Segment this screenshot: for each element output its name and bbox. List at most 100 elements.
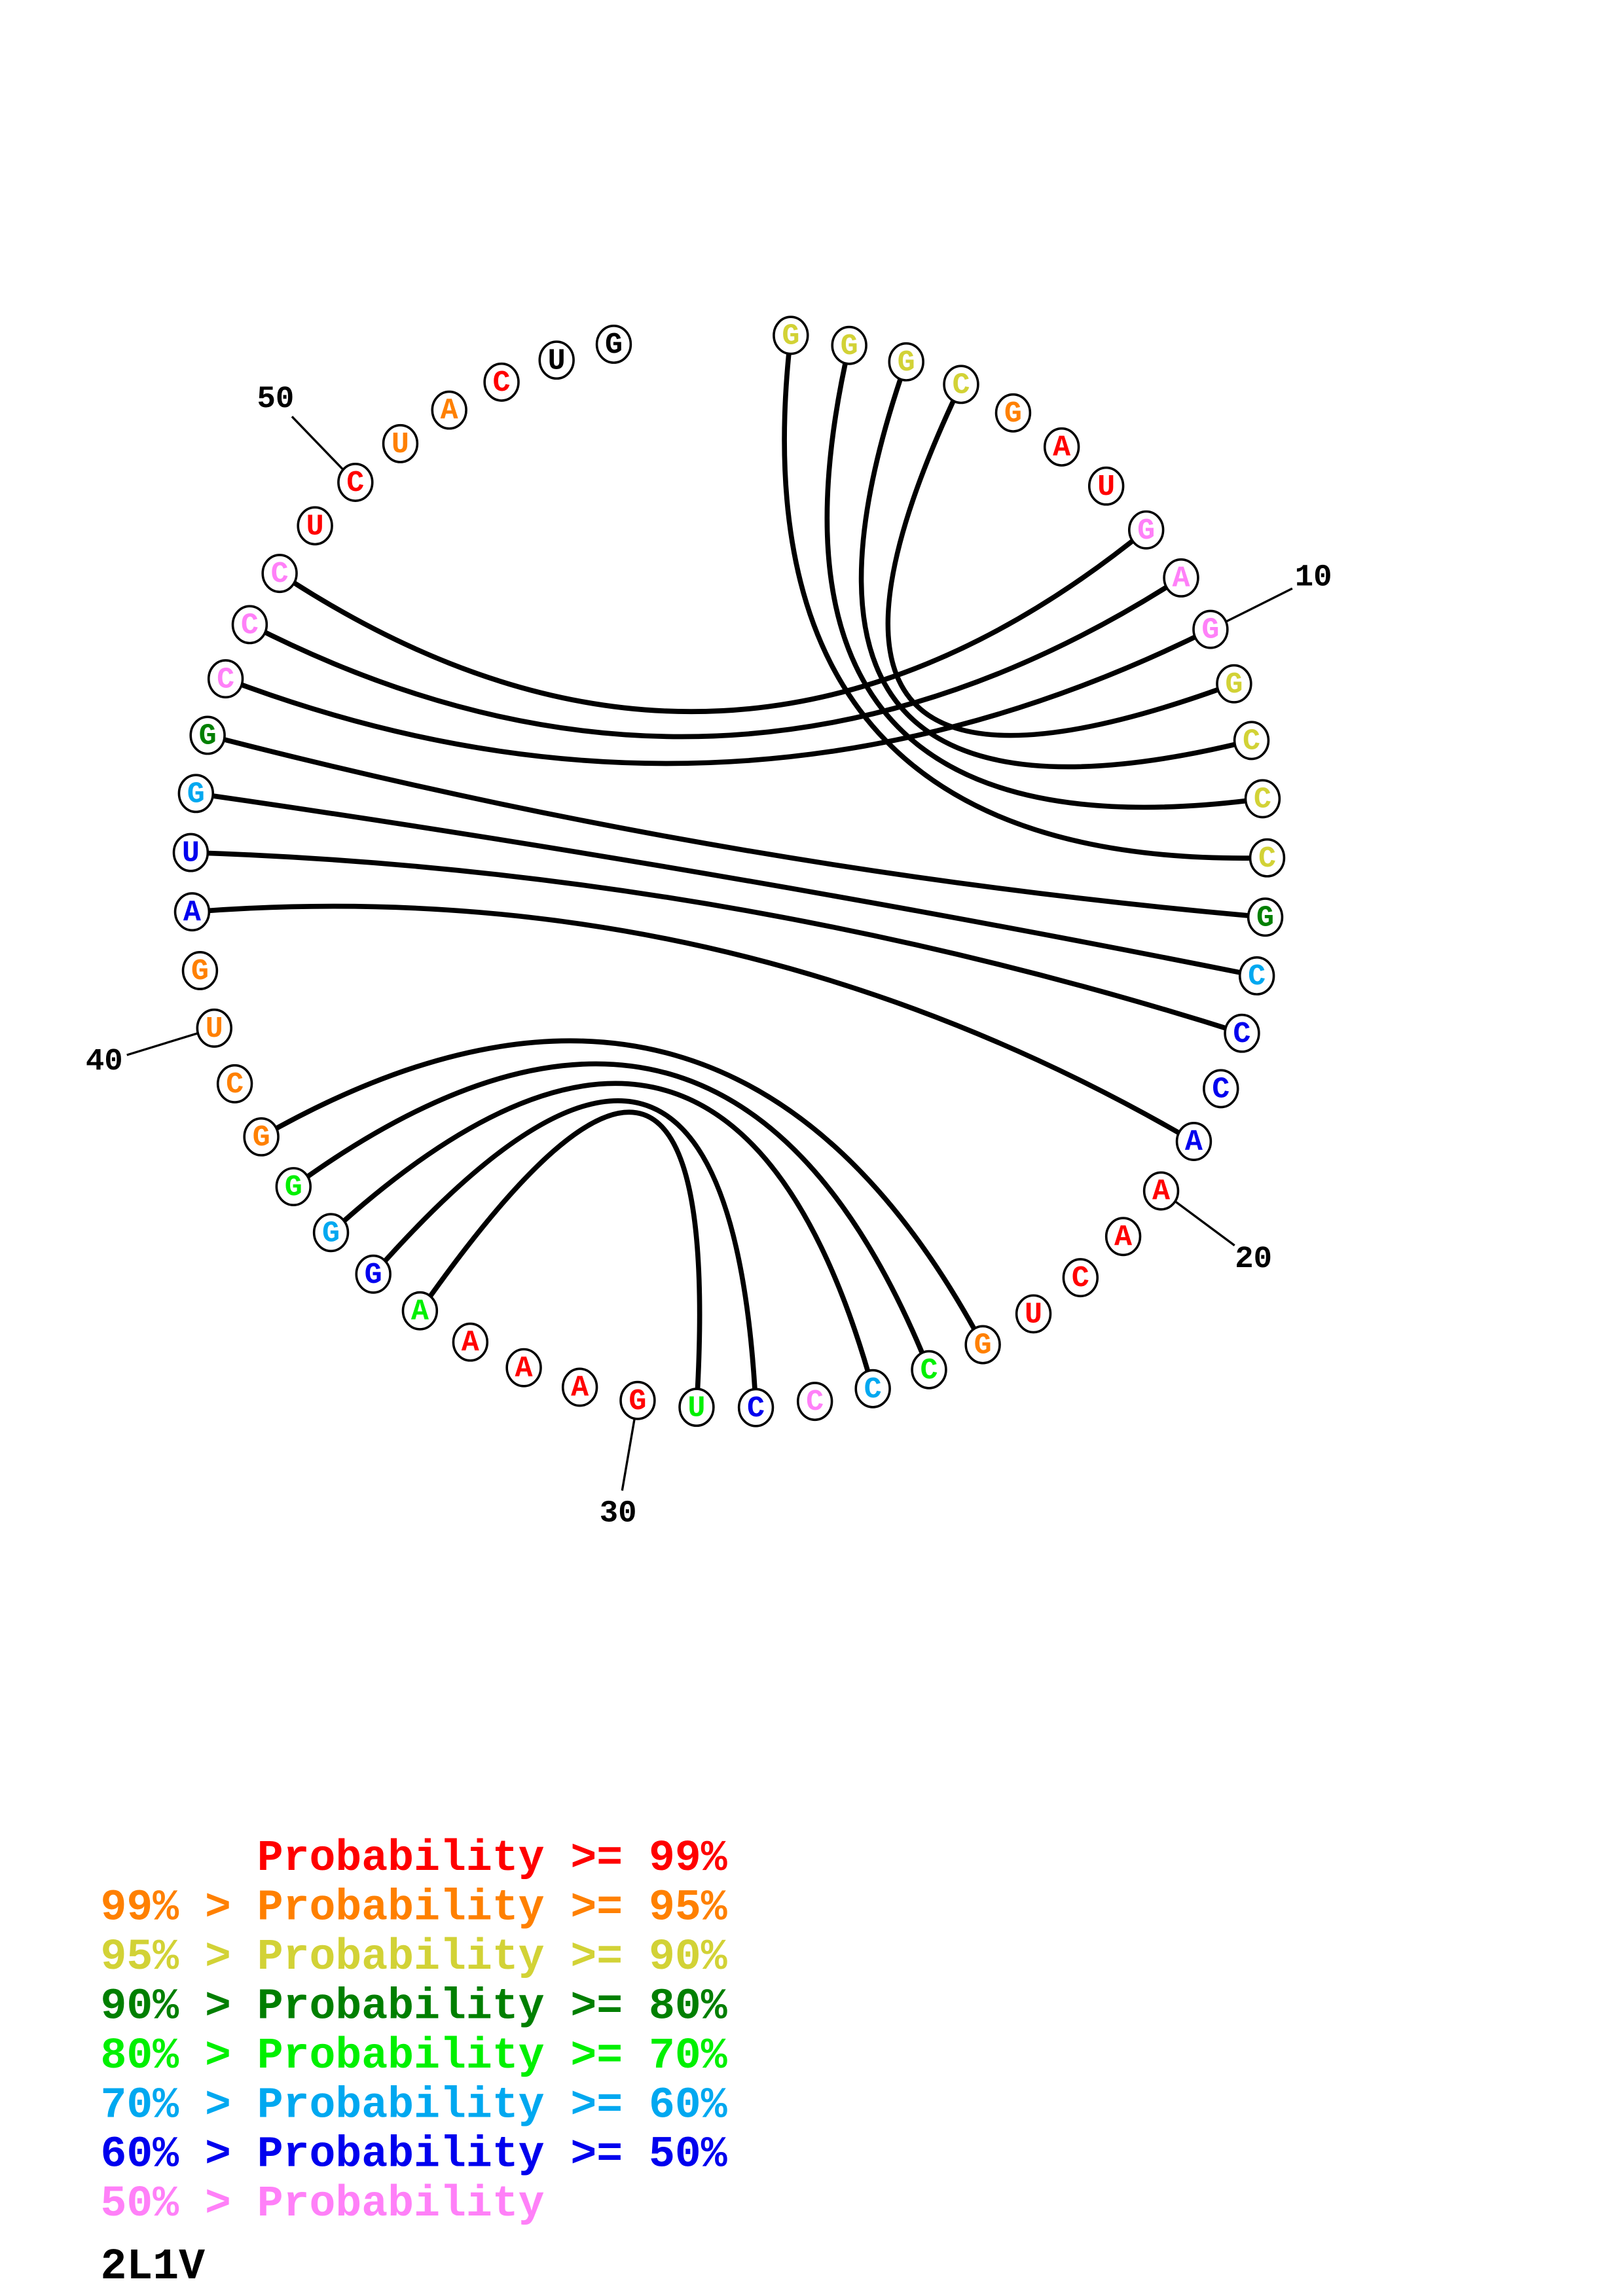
nucleotide: U	[678, 1388, 715, 1427]
nucleotide-letter: C	[1254, 783, 1271, 817]
base-pair-arc	[418, 1109, 702, 1408]
nucleotide-circle	[261, 554, 298, 594]
nucleotide-letter: G	[974, 1329, 992, 1363]
nucleotide-circle	[401, 1291, 439, 1331]
nucleotide-circle	[595, 324, 632, 364]
legend-line: 80% > Probability >= 70%	[101, 2032, 727, 2081]
legend-line: 70% > Probability >= 60%	[101, 2081, 727, 2130]
nucleotide: C	[911, 1350, 947, 1390]
nucleotide: C	[1233, 721, 1270, 761]
nucleotide-circle	[1104, 1217, 1142, 1257]
nucleotide-circle	[216, 1064, 253, 1103]
nucleotide-letter: U	[548, 344, 566, 378]
nucleotide-letter: C	[952, 368, 970, 402]
tick-line	[1226, 587, 1293, 623]
nucleotide-circle	[337, 463, 374, 502]
nucleotide-circle	[1216, 664, 1252, 704]
nucleotide-circle	[231, 605, 268, 645]
nucleotide-circle	[452, 1322, 489, 1362]
nucleotide-letter: G	[285, 1170, 302, 1204]
nucleotide-circle	[911, 1350, 947, 1390]
nucleotide-letter: C	[747, 1391, 765, 1426]
nucleotide-circle	[796, 1382, 833, 1422]
nucleotide-letter: G	[1201, 613, 1219, 647]
position-label: 40	[86, 1045, 123, 1079]
nucleotide-letter: U	[1025, 1298, 1042, 1332]
nucleotide: C	[796, 1382, 833, 1422]
nucleotide-circle	[1244, 779, 1281, 819]
nucleotide-circle	[173, 892, 211, 932]
nucleotide-letter: C	[864, 1372, 882, 1407]
nucleotide-circle	[1233, 721, 1270, 761]
nucleotide-circle	[1192, 609, 1229, 649]
nucleotide: G	[994, 393, 1032, 433]
nucleotide: G	[275, 1167, 312, 1207]
nucleotide-letter: C	[226, 1067, 244, 1102]
nucleotide-circle	[561, 1367, 598, 1407]
nucleotide-circle	[773, 315, 809, 355]
nucleotide-letter: G	[841, 329, 858, 363]
nucleotide: C	[207, 659, 244, 699]
base-pair-arc	[191, 850, 1243, 1036]
nucleotide: C	[854, 1369, 891, 1408]
nucleotide-circle	[483, 362, 520, 402]
nucleotide-letter: G	[1256, 901, 1274, 935]
nucleotide: U	[1015, 1294, 1052, 1334]
nucleotide: C	[1249, 838, 1286, 878]
nucleotide-circle	[355, 1254, 392, 1294]
legend-line: 50% > Probability	[101, 2179, 545, 2229]
tick-line	[621, 1418, 636, 1491]
nucleotide-letter: A	[1053, 431, 1071, 465]
nucleotide-letter: G	[199, 719, 217, 753]
nucleotide: A	[173, 892, 211, 932]
base-pair-arc	[329, 1081, 875, 1390]
nucleotide-letter: G	[782, 319, 799, 353]
nucleotide: G	[312, 1213, 350, 1253]
nucleotide-circle	[1062, 1258, 1099, 1298]
nucleotide-letter: C	[1233, 1017, 1250, 1051]
nucleotide: G	[831, 325, 867, 365]
nucleotide: U	[297, 506, 333, 546]
nucleotide: C	[483, 362, 520, 402]
nucleotide: C	[216, 1064, 253, 1103]
nucleotide: A	[401, 1291, 439, 1331]
nucleotide: G	[773, 315, 809, 355]
nucleotide: C	[261, 554, 298, 594]
nucleotide: G	[595, 324, 632, 364]
nucleotide-letter: G	[898, 346, 915, 380]
nucleotide-letter: C	[1072, 1261, 1089, 1295]
nucleotide: G	[619, 1380, 656, 1420]
nucleotide: G	[1192, 609, 1229, 649]
nucleotide: A	[431, 390, 467, 430]
nucleotide: G	[888, 342, 924, 382]
nucleotide: A	[561, 1367, 598, 1407]
nucleotide-letter: G	[253, 1121, 270, 1155]
base-pair-arc	[195, 791, 1258, 978]
nucleotide: G	[355, 1254, 392, 1294]
base-pair-arc	[292, 1061, 932, 1371]
nucleotide-letter: U	[392, 427, 409, 461]
nucleotide-circle	[181, 950, 219, 990]
nucleotide-letter: C	[271, 557, 289, 591]
nucleotide: A	[452, 1322, 489, 1362]
nucleotide-circle	[243, 1117, 280, 1157]
nucleotide: G	[177, 774, 215, 814]
nucleotide-letter: C	[241, 608, 259, 642]
nucleotide-circle	[854, 1369, 891, 1408]
nucleotide: G	[189, 715, 226, 755]
nucleotide: C	[1203, 1069, 1239, 1109]
nucleotide-circle	[888, 342, 924, 382]
nucleotide-letter: G	[1225, 668, 1243, 702]
position-label: 10	[1295, 561, 1332, 596]
nucleotide-circle	[994, 393, 1032, 433]
base-pair-arc	[782, 334, 1267, 861]
nucleotide-circle	[1203, 1069, 1239, 1109]
nucleotide-circle	[538, 340, 575, 380]
nucleotide-circle	[678, 1388, 715, 1427]
nucleotide-letter: C	[1212, 1072, 1230, 1106]
nucleotide-letter: G	[1137, 514, 1155, 548]
nucleotide-circle	[1015, 1294, 1052, 1334]
nucleotide-letter: G	[1004, 397, 1022, 431]
base-pair-arc	[248, 575, 1183, 740]
